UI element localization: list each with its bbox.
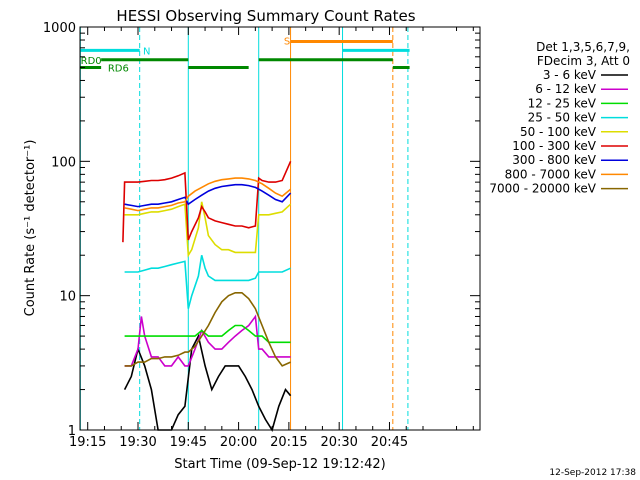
x-tick-label-3: 20:00 [220,435,257,450]
series-line-8 [124,291,291,367]
plot-frame [79,26,481,431]
x-tick-label-1: 19:30 [119,435,156,450]
series-line-3 [124,254,291,309]
x-tick-label-6: 20:45 [371,435,408,450]
series-line-6 [124,183,292,208]
legend-label-3: 25 - 50 keV [528,111,597,125]
status-label-rd6: RD6 [108,63,129,74]
series-line-1 [124,314,291,367]
legend-header-line-2: FDecim 3, Att 0 [537,54,630,68]
y-tick-label-0: 1 [68,424,76,439]
x-tick-label-0: 19:15 [69,435,106,450]
plot-area: N S RD0 RD6 [79,27,410,432]
y-tick-label-1: 10 [59,290,76,305]
legend-label-4: 50 - 100 keV [520,125,597,139]
series-line-4 [124,201,292,258]
series-line-7 [124,177,292,212]
footer-timestamp: 12-Sep-2012 17:38 [549,468,636,478]
x-axis-label: Start Time (09-Sep-12 19:12:42) [174,457,385,472]
status-label-n: N [143,46,150,57]
series-line-5 [122,160,292,243]
status-label-rd0: RD0 [81,56,102,67]
legend-label-7: 800 - 7000 keV [505,167,597,181]
chart-title: HESSI Observing Summary Count Rates [116,7,415,25]
x-tick-label-4: 20:15 [270,435,307,450]
y-axis-label: Count Rate (s⁻¹ detector⁻¹) [23,140,38,317]
legend-label-8: 7000 - 20000 keV [489,182,596,196]
y-axis: 1 10 100 1000 [43,21,480,439]
y-tick-label-2: 100 [51,155,76,170]
x-tick-label-5: 20:30 [320,435,357,450]
x-axis: 19:15 19:30 19:45 20:00 20:15 20:30 20:45 [69,27,474,450]
status-label-s: S [284,36,290,47]
legend-header-line-1: Det 1,3,5,6,7,9, [536,40,630,54]
legend: Det 1,3,5,6,7,9, FDecim 3, Att 0 3 - 6 k… [489,40,630,196]
legend-label-1: 6 - 12 keV [535,82,597,96]
series-line-2 [124,324,291,344]
y-tick-label-3: 1000 [43,21,76,36]
legend-label-2: 12 - 25 keV [528,96,597,110]
legend-label-0: 3 - 6 keV [543,68,597,82]
x-tick-label-2: 19:45 [170,435,207,450]
legend-label-6: 300 - 800 keV [512,153,596,167]
legend-label-5: 100 - 300 keV [512,139,596,153]
series-line-0 [123,333,292,432]
